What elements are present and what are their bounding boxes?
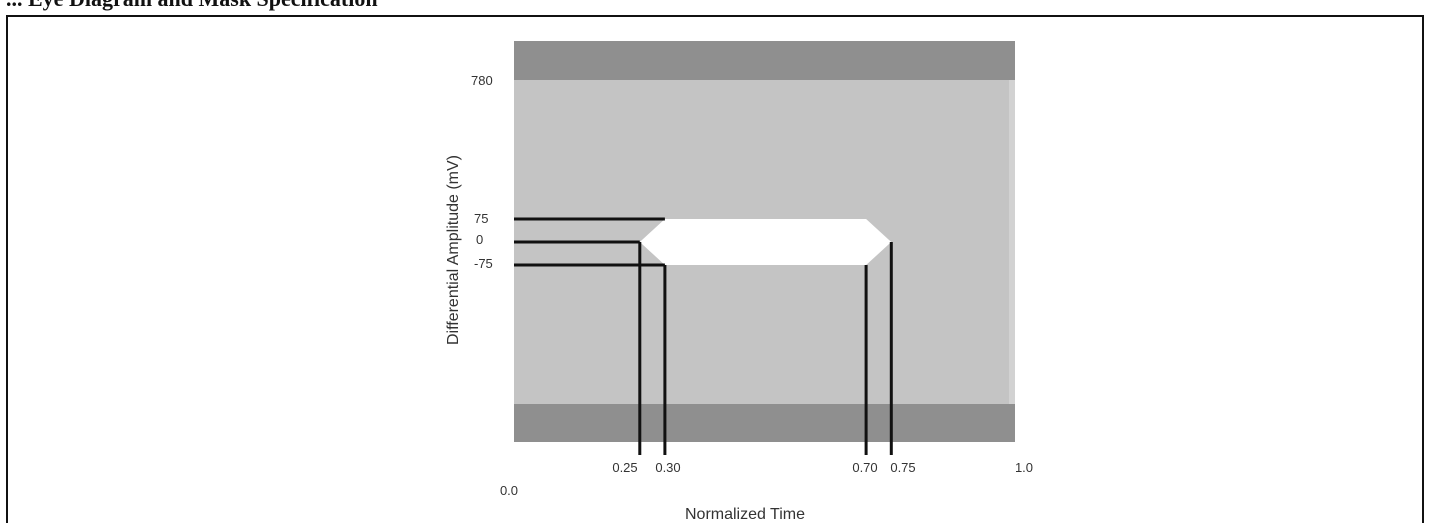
top-limit-band bbox=[514, 41, 1015, 80]
bottom-limit-band bbox=[514, 404, 1015, 442]
y-tick-label: 0 bbox=[476, 232, 483, 247]
right-strip bbox=[1009, 41, 1015, 442]
x-tick-label: 0.25 bbox=[612, 460, 637, 475]
x-origin-label: 0.0 bbox=[500, 483, 518, 498]
eye-mask-polygon bbox=[639, 219, 892, 265]
y-tick-label: -75 bbox=[474, 256, 493, 271]
y-tick-label: 780 bbox=[471, 73, 493, 88]
y-tick-label: 75 bbox=[474, 211, 488, 226]
x-axis-title: Normalized Time bbox=[685, 506, 805, 523]
header-text: ... Eye Diagram and Mask Specification bbox=[0, 0, 1432, 12]
x-tick-label: 0.70 bbox=[852, 460, 877, 475]
x-tick-label: 0.75 bbox=[890, 460, 915, 475]
x-tick-label: 1.0 bbox=[1015, 460, 1033, 475]
figure-frame bbox=[6, 15, 1424, 523]
y-axis-title: Differential Amplitude (mV) bbox=[445, 155, 462, 345]
x-tick-label: 0.30 bbox=[655, 460, 680, 475]
